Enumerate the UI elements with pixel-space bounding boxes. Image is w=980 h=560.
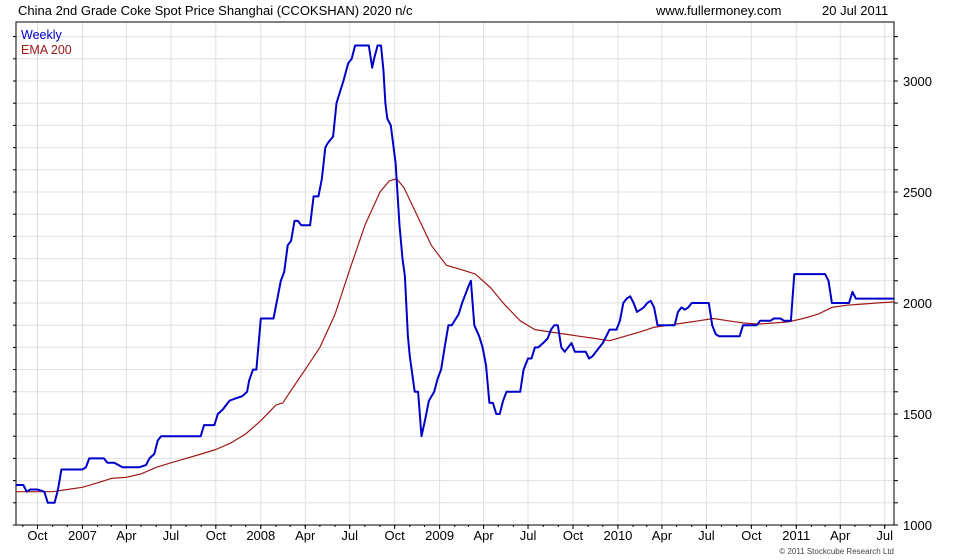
x-tick-label: Apr (295, 528, 316, 543)
x-tick-label: Oct (563, 528, 584, 543)
x-tick-label: Jul (163, 528, 180, 543)
y-tick-label: 3000 (903, 74, 932, 89)
x-tick-label: 2009 (425, 528, 454, 543)
x-tick-label: Apr (830, 528, 851, 543)
x-tick-label: Oct (206, 528, 227, 543)
y-tick-label: 2500 (903, 185, 932, 200)
x-tick-label: Apr (652, 528, 673, 543)
chart-date: 20 Jul 2011 (822, 3, 889, 18)
x-tick-label: Jul (520, 528, 537, 543)
series-ema-200-line (16, 178, 895, 493)
x-tick-label: 2007 (68, 528, 97, 543)
series-layer (16, 44, 895, 504)
legend-ema-200: EMA 200 (21, 43, 72, 57)
chart-title: China 2nd Grade Coke Spot Price Shanghai… (18, 3, 413, 18)
legend-weekly: Weekly (21, 28, 62, 42)
x-axis-labels: Oct 2007 Apr Jul Oct 2008 Apr Jul Oct 2009 Apr Jul O… (27, 528, 893, 543)
y-tick-label: 1500 (903, 407, 932, 422)
source-site: www.fullermoney.com (656, 3, 782, 18)
y-tick-label: 1000 (903, 518, 932, 533)
grid-lines (16, 22, 894, 526)
x-tick-label: Oct (27, 528, 48, 543)
x-tick-label: 2011 (782, 528, 810, 543)
x-tick-label: 2008 (246, 528, 275, 543)
copyright-note: © 2011 Stockcube Research Ltd (779, 547, 894, 556)
x-tick-label: Jul (341, 528, 358, 543)
x-tick-label: 2010 (603, 528, 632, 543)
plot-frame (15, 21, 895, 526)
x-tick-label: Apr (473, 528, 494, 543)
x-tick-label: Jul (698, 528, 715, 543)
x-tick-label: Oct (385, 528, 406, 543)
series-weekly-line (16, 44, 894, 504)
minor-ticks (13, 36, 898, 529)
x-tick-label: Oct (741, 528, 762, 543)
x-tick-label: Apr (116, 528, 137, 543)
y-tick-label: 2000 (903, 296, 932, 311)
x-tick-label: Jul (876, 528, 893, 543)
y-axis-labels: 1000 1500 2000 2500 3000 (903, 74, 932, 533)
